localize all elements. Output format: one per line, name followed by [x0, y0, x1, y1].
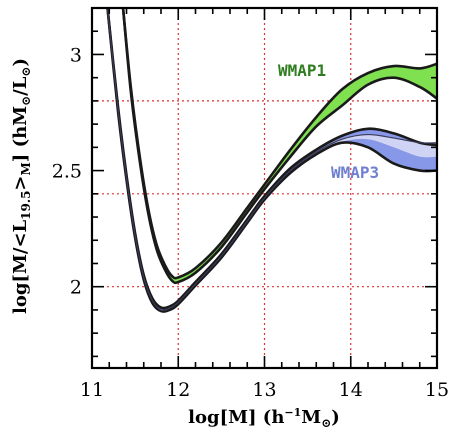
wmap1-lower-line — [121, 8, 437, 285]
tick-labels: 11 12 13 14 15 2 2.5 3 — [52, 44, 449, 401]
y-tick-label: 2.5 — [52, 161, 82, 183]
wmap3-lower-line — [106, 8, 437, 313]
wmap3-inner-line — [106, 8, 437, 311]
series-label-wmap1: WMAP1 — [278, 61, 326, 80]
x-tick-label: 12 — [166, 379, 190, 401]
series-bands — [106, 8, 437, 313]
series-label-wmap3: WMAP3 — [331, 163, 379, 182]
tick-marks — [91, 7, 438, 368]
y-axis-title: log[M/<L19.5>M] (hM⊙/L⊙) — [10, 58, 33, 314]
x-tick-label: 13 — [252, 379, 276, 401]
x-tick-label: 15 — [425, 379, 449, 401]
y-tick-label: 3 — [70, 44, 82, 66]
x-axis-title: log[M] (h−1M⊙) — [188, 406, 340, 430]
x-tick-label: 11 — [80, 379, 104, 401]
x-tick-label: 14 — [339, 379, 363, 401]
y-tick-label: 2 — [70, 277, 82, 299]
